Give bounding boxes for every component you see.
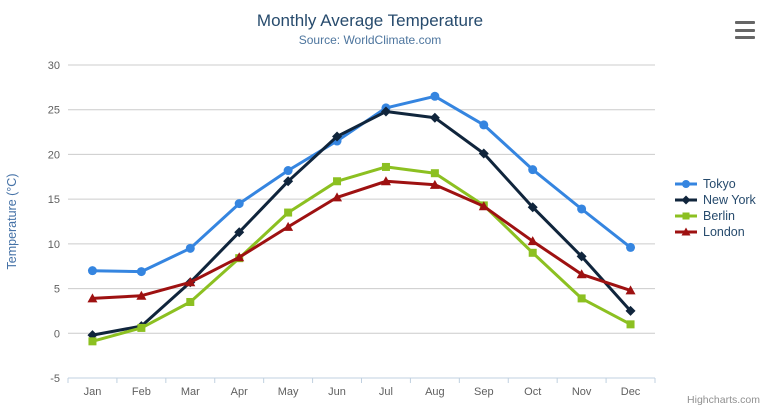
y-axis-tick-label: 30 (48, 60, 60, 72)
point-berlin-may[interactable] (284, 208, 293, 217)
legend: Tokyo New York Berlin London (674, 176, 756, 239)
series-line-new-york[interactable] (91, 110, 632, 337)
point-new-york-sep[interactable] (478, 148, 489, 159)
chart-title: Monthly Average Temperature (256, 11, 484, 30)
point-london-apr[interactable] (234, 252, 245, 262)
x-axis-tick-label: Mar (181, 386, 200, 398)
point-new-york-oct[interactable] (527, 202, 538, 213)
point-london-nov[interactable] (576, 269, 587, 279)
y-axis-tick-label: 25 (48, 105, 60, 117)
x-axis-tick-label: Feb (132, 386, 151, 398)
point-berlin-jul[interactable] (381, 162, 390, 171)
legend-label: Tokyo (703, 176, 736, 191)
y-axis-title: Temperature (°C) (5, 174, 19, 270)
y-axis-tick-label: 5 (54, 284, 60, 296)
x-axis-tick-label: Apr (231, 386, 248, 398)
legend-item-tokyo[interactable]: Tokyo (674, 176, 756, 191)
x-axis-tick-label: Sep (474, 386, 494, 398)
x-axis-tick-label: Dec (621, 386, 641, 398)
point-london-feb[interactable] (136, 290, 147, 300)
y-axis-tick-label: -5 (50, 373, 60, 385)
legend-label: London (703, 224, 745, 239)
point-london-oct[interactable] (527, 236, 538, 246)
point-new-york-aug[interactable] (429, 112, 440, 123)
point-new-york-jun[interactable] (332, 131, 343, 142)
legend-item-new-york[interactable]: New York (674, 192, 756, 207)
point-tokyo-may[interactable] (283, 166, 293, 176)
point-berlin-nov[interactable] (577, 294, 586, 303)
point-tokyo-dec[interactable] (626, 242, 636, 252)
point-berlin-dec[interactable] (626, 320, 635, 329)
point-new-york-dec[interactable] (625, 305, 636, 316)
series-line-berlin[interactable] (91, 165, 632, 343)
point-london-jun[interactable] (332, 192, 343, 202)
point-berlin-oct[interactable] (528, 248, 537, 257)
point-london-sep[interactable] (478, 201, 489, 211)
y-axis-tick-label: 10 (48, 239, 60, 251)
point-tokyo-feb[interactable] (136, 267, 146, 277)
point-london-aug[interactable] (429, 179, 440, 189)
x-axis-tick-label: Jan (84, 386, 102, 398)
point-berlin-jan[interactable] (88, 337, 97, 346)
legend-item-london[interactable]: London (674, 224, 756, 239)
point-london-dec[interactable] (625, 285, 636, 295)
legend-symbol-tokyo[interactable] (682, 179, 690, 188)
point-tokyo-sep[interactable] (479, 120, 489, 130)
x-axis-tick-label: Jul (379, 386, 393, 398)
legend-label: Berlin (703, 208, 735, 223)
export-menu-button[interactable] (733, 20, 757, 40)
legend-marker-london (675, 227, 697, 235)
point-new-york-apr[interactable] (234, 227, 245, 238)
series-line-london[interactable] (91, 179, 632, 300)
x-axis-tick-label: Nov (572, 386, 592, 398)
x-axis-tick-label: Aug (425, 386, 445, 398)
point-berlin-mar[interactable] (186, 297, 195, 306)
legend-marker-tokyo (675, 179, 697, 188)
point-berlin-jun[interactable] (333, 177, 342, 186)
y-axis-tick-label: 20 (48, 149, 60, 161)
x-axis-tick-label: Jun (328, 386, 346, 398)
point-tokyo-aug[interactable] (430, 91, 440, 101)
point-london-mar[interactable] (185, 277, 196, 287)
point-berlin-aug[interactable] (430, 169, 439, 178)
y-axis-tick-label: 0 (54, 328, 60, 340)
point-new-york-may[interactable] (283, 176, 294, 187)
point-tokyo-nov[interactable] (577, 204, 587, 214)
point-london-jul[interactable] (380, 176, 391, 186)
y-axis-tick-label: 15 (48, 194, 60, 206)
legend-marker-berlin (675, 212, 697, 219)
highcharts-credit[interactable]: Highcharts.com (687, 394, 760, 406)
point-tokyo-oct[interactable] (528, 165, 538, 175)
legend-symbol-new-york[interactable] (681, 195, 691, 204)
point-london-may[interactable] (283, 221, 294, 231)
legend-item-berlin[interactable]: Berlin (674, 208, 756, 223)
point-tokyo-jan[interactable] (87, 266, 97, 276)
point-tokyo-mar[interactable] (185, 243, 195, 253)
legend-symbol-london[interactable] (681, 227, 691, 235)
point-berlin-feb[interactable] (137, 323, 146, 332)
x-axis-tick-label: Oct (524, 386, 541, 398)
point-london-jan[interactable] (87, 293, 98, 303)
legend-label: New York (703, 192, 756, 207)
x-axis-tick-label: May (278, 386, 299, 398)
legend-marker-new-york (675, 195, 697, 204)
legend-symbol-berlin[interactable] (682, 212, 690, 219)
chart-subtitle: Source: WorldClimate.com (298, 33, 442, 47)
point-tokyo-apr[interactable] (234, 199, 244, 209)
point-new-york-nov[interactable] (576, 251, 587, 262)
point-new-york-jul[interactable] (380, 106, 391, 117)
